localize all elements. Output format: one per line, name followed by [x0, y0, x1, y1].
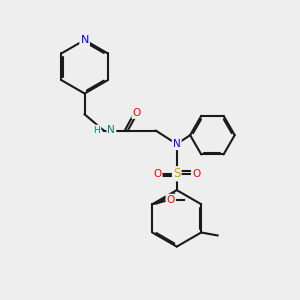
Text: H: H — [94, 126, 100, 135]
Text: O: O — [133, 108, 141, 118]
Text: O: O — [167, 195, 175, 205]
Text: O: O — [153, 169, 162, 179]
Text: N: N — [80, 35, 89, 45]
Text: N: N — [107, 125, 115, 135]
Text: S: S — [173, 167, 180, 180]
Text: N: N — [173, 139, 181, 149]
Text: O: O — [192, 169, 200, 179]
